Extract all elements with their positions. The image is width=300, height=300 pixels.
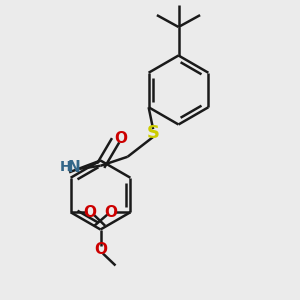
Text: O: O (84, 205, 97, 220)
Text: O: O (94, 242, 107, 257)
Text: O: O (104, 205, 117, 220)
Text: N: N (67, 160, 80, 175)
Text: S: S (147, 124, 160, 142)
Text: O: O (115, 131, 128, 146)
Text: H: H (60, 160, 71, 174)
